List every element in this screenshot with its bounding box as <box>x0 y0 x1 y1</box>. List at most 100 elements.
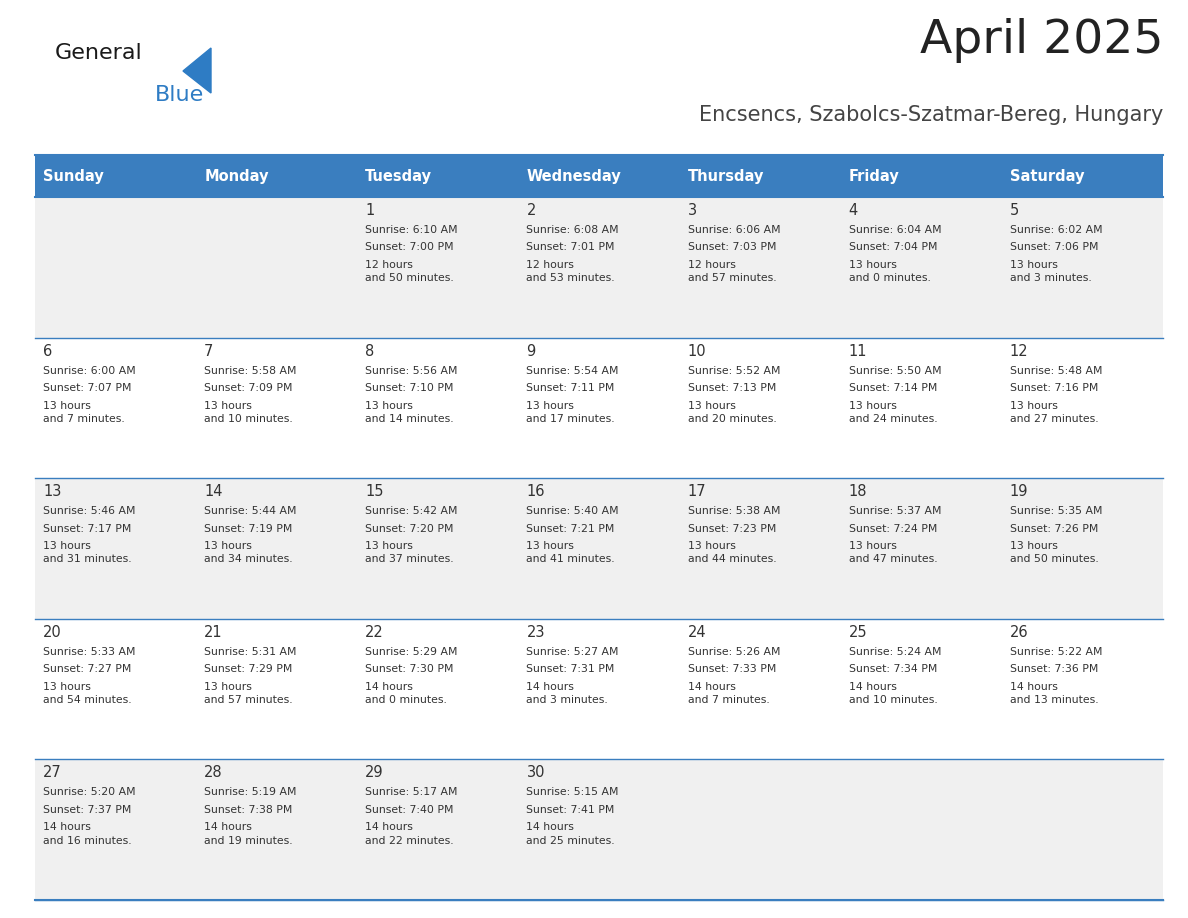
Text: 13 hours
and 37 minutes.: 13 hours and 37 minutes. <box>366 542 454 565</box>
Text: 2: 2 <box>526 203 536 218</box>
Text: Sunset: 7:10 PM: Sunset: 7:10 PM <box>366 383 454 393</box>
Text: Sunset: 7:40 PM: Sunset: 7:40 PM <box>366 805 454 815</box>
Polygon shape <box>183 48 211 93</box>
Text: Sunrise: 5:52 AM: Sunrise: 5:52 AM <box>688 365 781 375</box>
Bar <box>34 155 196 197</box>
Text: 13 hours
and 57 minutes.: 13 hours and 57 minutes. <box>204 682 292 705</box>
Text: 13 hours
and 24 minutes.: 13 hours and 24 minutes. <box>848 400 937 424</box>
Text: Sunset: 7:20 PM: Sunset: 7:20 PM <box>366 523 454 533</box>
Text: Sunday: Sunday <box>43 169 103 184</box>
Text: Sunrise: 5:20 AM: Sunrise: 5:20 AM <box>43 788 135 798</box>
Text: 14: 14 <box>204 484 222 499</box>
Text: Sunrise: 5:26 AM: Sunrise: 5:26 AM <box>688 647 781 656</box>
Text: 14 hours
and 3 minutes.: 14 hours and 3 minutes. <box>526 682 608 705</box>
Text: 28: 28 <box>204 766 223 780</box>
Text: Sunset: 7:26 PM: Sunset: 7:26 PM <box>1010 523 1098 533</box>
Text: Sunrise: 5:31 AM: Sunrise: 5:31 AM <box>204 647 297 656</box>
Text: 7: 7 <box>204 343 214 359</box>
Bar <box>34 197 1163 338</box>
Text: 21: 21 <box>204 625 223 640</box>
Text: 6: 6 <box>43 343 52 359</box>
Text: Sunrise: 5:19 AM: Sunrise: 5:19 AM <box>204 788 297 798</box>
Text: 27: 27 <box>43 766 62 780</box>
Bar <box>196 155 358 197</box>
Text: Sunrise: 5:48 AM: Sunrise: 5:48 AM <box>1010 365 1102 375</box>
Text: Sunset: 7:36 PM: Sunset: 7:36 PM <box>1010 665 1098 675</box>
Text: Thursday: Thursday <box>688 169 764 184</box>
Text: Encsencs, Szabolcs-Szatmar-Bereg, Hungary: Encsencs, Szabolcs-Szatmar-Bereg, Hungar… <box>699 105 1163 125</box>
Text: Sunset: 7:21 PM: Sunset: 7:21 PM <box>526 523 615 533</box>
Text: Sunset: 7:24 PM: Sunset: 7:24 PM <box>848 523 937 533</box>
Text: Sunrise: 6:04 AM: Sunrise: 6:04 AM <box>848 225 941 235</box>
Text: 1: 1 <box>366 203 374 218</box>
Text: 14 hours
and 25 minutes.: 14 hours and 25 minutes. <box>526 823 615 845</box>
Bar <box>841 155 1001 197</box>
Text: 14 hours
and 16 minutes.: 14 hours and 16 minutes. <box>43 823 132 845</box>
Text: Sunrise: 5:35 AM: Sunrise: 5:35 AM <box>1010 506 1102 516</box>
Text: 12 hours
and 57 minutes.: 12 hours and 57 minutes. <box>688 260 776 283</box>
Text: 13 hours
and 20 minutes.: 13 hours and 20 minutes. <box>688 400 777 424</box>
Text: Friday: Friday <box>848 169 899 184</box>
Text: 13 hours
and 17 minutes.: 13 hours and 17 minutes. <box>526 400 615 424</box>
Text: Sunrise: 6:06 AM: Sunrise: 6:06 AM <box>688 225 781 235</box>
Text: 8: 8 <box>366 343 374 359</box>
Text: Sunset: 7:37 PM: Sunset: 7:37 PM <box>43 805 132 815</box>
Text: Sunrise: 5:56 AM: Sunrise: 5:56 AM <box>366 365 457 375</box>
Text: Monday: Monday <box>204 169 268 184</box>
Bar <box>34 759 1163 900</box>
Text: Sunset: 7:01 PM: Sunset: 7:01 PM <box>526 242 615 252</box>
Text: 14 hours
and 7 minutes.: 14 hours and 7 minutes. <box>688 682 770 705</box>
Text: Sunrise: 6:02 AM: Sunrise: 6:02 AM <box>1010 225 1102 235</box>
Text: 13: 13 <box>43 484 62 499</box>
Text: Sunrise: 5:37 AM: Sunrise: 5:37 AM <box>848 506 941 516</box>
Text: 12 hours
and 50 minutes.: 12 hours and 50 minutes. <box>366 260 454 283</box>
Text: Sunset: 7:16 PM: Sunset: 7:16 PM <box>1010 383 1098 393</box>
Text: Sunset: 7:17 PM: Sunset: 7:17 PM <box>43 523 132 533</box>
Text: 17: 17 <box>688 484 706 499</box>
Text: 13 hours
and 7 minutes.: 13 hours and 7 minutes. <box>43 400 125 424</box>
Text: 15: 15 <box>366 484 384 499</box>
Bar <box>34 338 1163 478</box>
Text: 18: 18 <box>848 484 867 499</box>
Text: 4: 4 <box>848 203 858 218</box>
Text: Sunrise: 5:22 AM: Sunrise: 5:22 AM <box>1010 647 1102 656</box>
Text: 22: 22 <box>366 625 384 640</box>
Text: Sunset: 7:34 PM: Sunset: 7:34 PM <box>848 665 937 675</box>
Text: 13 hours
and 41 minutes.: 13 hours and 41 minutes. <box>526 542 615 565</box>
Text: Sunrise: 5:17 AM: Sunrise: 5:17 AM <box>366 788 457 798</box>
Text: 13 hours
and 50 minutes.: 13 hours and 50 minutes. <box>1010 542 1099 565</box>
Text: 13 hours
and 14 minutes.: 13 hours and 14 minutes. <box>366 400 454 424</box>
Text: Sunset: 7:30 PM: Sunset: 7:30 PM <box>366 665 454 675</box>
Text: Sunrise: 5:44 AM: Sunrise: 5:44 AM <box>204 506 297 516</box>
Bar <box>518 155 680 197</box>
Text: Sunset: 7:09 PM: Sunset: 7:09 PM <box>204 383 292 393</box>
Text: 11: 11 <box>848 343 867 359</box>
Text: Wednesday: Wednesday <box>526 169 621 184</box>
Text: Tuesday: Tuesday <box>366 169 432 184</box>
Text: 29: 29 <box>366 766 384 780</box>
Text: 26: 26 <box>1010 625 1029 640</box>
Text: Sunset: 7:14 PM: Sunset: 7:14 PM <box>848 383 937 393</box>
Text: Sunset: 7:00 PM: Sunset: 7:00 PM <box>366 242 454 252</box>
Text: 16: 16 <box>526 484 545 499</box>
Text: 23: 23 <box>526 625 545 640</box>
Text: Sunrise: 6:10 AM: Sunrise: 6:10 AM <box>366 225 457 235</box>
Text: Sunset: 7:27 PM: Sunset: 7:27 PM <box>43 665 132 675</box>
Text: Sunrise: 6:08 AM: Sunrise: 6:08 AM <box>526 225 619 235</box>
Text: Sunset: 7:04 PM: Sunset: 7:04 PM <box>848 242 937 252</box>
Text: Sunrise: 5:46 AM: Sunrise: 5:46 AM <box>43 506 135 516</box>
Text: April 2025: April 2025 <box>920 18 1163 63</box>
Text: Sunrise: 5:24 AM: Sunrise: 5:24 AM <box>848 647 941 656</box>
Text: Sunset: 7:06 PM: Sunset: 7:06 PM <box>1010 242 1099 252</box>
Bar <box>1001 155 1163 197</box>
Text: 13 hours
and 54 minutes.: 13 hours and 54 minutes. <box>43 682 132 705</box>
Text: Sunset: 7:29 PM: Sunset: 7:29 PM <box>204 665 292 675</box>
Text: 3: 3 <box>688 203 696 218</box>
Text: Sunrise: 5:29 AM: Sunrise: 5:29 AM <box>366 647 457 656</box>
Text: 13 hours
and 0 minutes.: 13 hours and 0 minutes. <box>848 260 930 283</box>
Text: 13 hours
and 3 minutes.: 13 hours and 3 minutes. <box>1010 260 1092 283</box>
Text: 30: 30 <box>526 766 545 780</box>
Text: 20: 20 <box>43 625 62 640</box>
Text: 12: 12 <box>1010 343 1029 359</box>
Text: Sunset: 7:19 PM: Sunset: 7:19 PM <box>204 523 292 533</box>
